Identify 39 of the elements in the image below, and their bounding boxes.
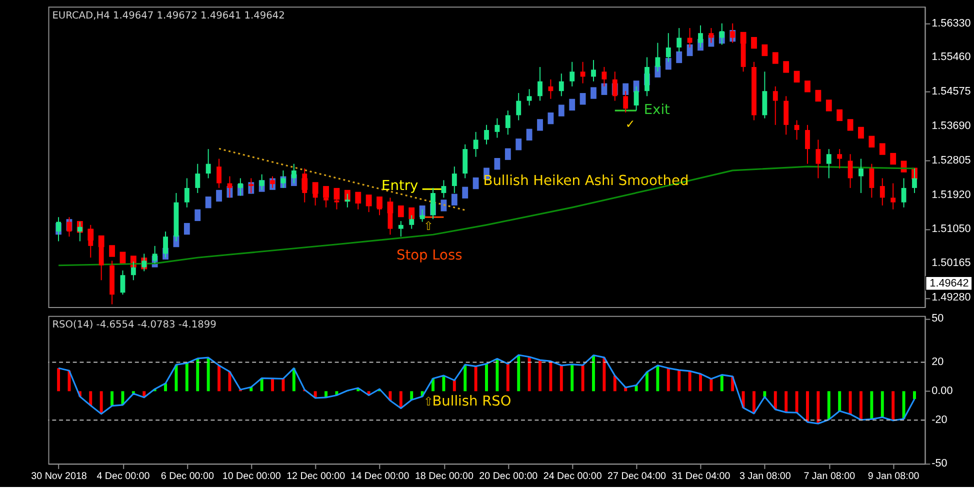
x-tick-label: 14 Dec 00:00 [350,470,410,482]
chart-title: EURCAD,H4 1.49647 1.49672 1.49641 1.49642 [52,10,285,22]
x-tick-label: 20 Dec 00:00 [479,470,538,482]
annotation: Exit [644,102,671,118]
x-tick-label: 7 Jan 08:00 [804,470,856,482]
x-tick-label: 18 Dec 00:00 [414,470,474,482]
x-tick-label: 6 Dec 00:00 [160,470,214,482]
annotation: Bullish Heiken Ashi Smoothed [483,172,689,189]
y-tick-label: 20 [932,356,944,368]
y-tick-label: 1.56330 [932,17,971,30]
y-tick-label: 1.55460 [932,51,971,64]
annotation: Stop Loss [396,248,462,264]
chart-title: RSO(14) -4.6554 -4.0783 -4.1899 [52,320,216,331]
y-tick-label: 1.49280 [932,292,971,304]
annotation: Entry [382,178,418,194]
annotation: ✓ [625,116,636,131]
y-tick-label: -20 [932,414,948,426]
y-tick-label: 1.51920 [932,188,971,201]
text: 1.49642 [930,277,969,290]
x-tick-label: 4 Dec 00:00 [96,470,150,482]
x-tick-label: 10 Dec 00:00 [222,470,282,482]
x-tick-label: 9 Jan 08:00 [868,470,920,482]
annotation: ⇧ [423,394,434,409]
y-tick-label: -50 [932,458,948,470]
annotation: Bullish RSO [432,394,512,410]
x-tick-label: 31 Dec 04:00 [672,470,731,482]
x-tick-label: 30 Nov 2018 [31,470,88,482]
y-tick-label: 0.00 [932,385,953,398]
y-tick-label: 1.52805 [932,154,971,166]
y-tick-label: 1.53690 [932,120,971,132]
annotation: ⇧ [423,219,434,234]
x-tick-label: 12 Dec 00:00 [286,470,346,482]
x-tick-label: 3 Jan 08:00 [739,470,792,482]
y-tick-label: 1.50165 [932,257,971,270]
x-tick-label: 24 Dec 00:00 [543,470,602,482]
y-tick-label: 1.54575 [932,86,971,98]
x-tick-label: 27 Dec 04:00 [608,470,667,482]
y-tick-label: 50 [932,312,944,325]
y-tick-label: 1.51050 [932,222,971,235]
